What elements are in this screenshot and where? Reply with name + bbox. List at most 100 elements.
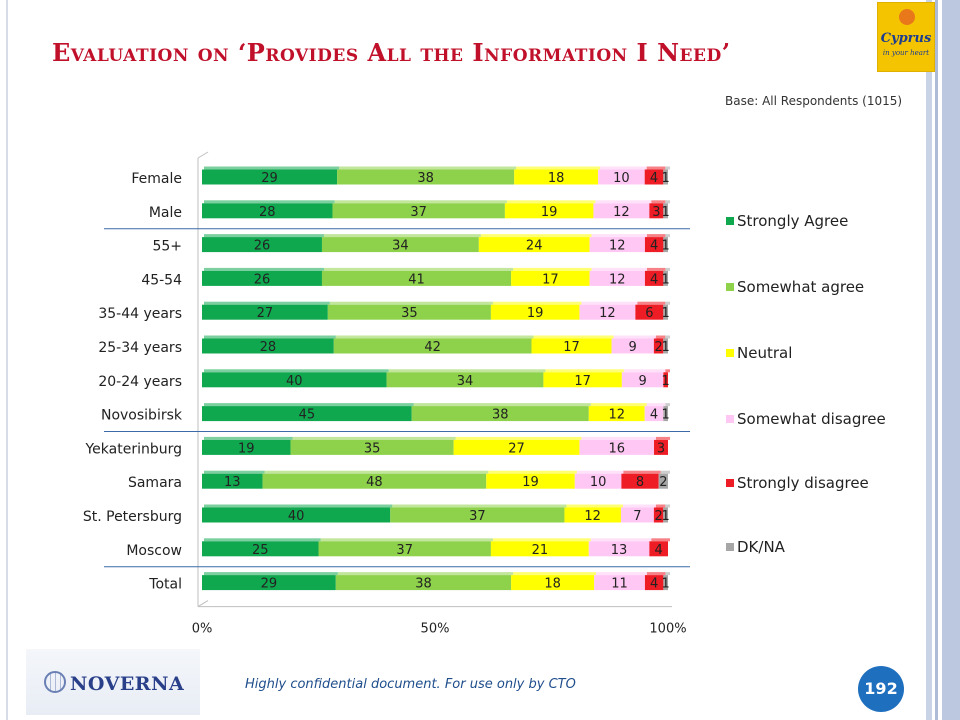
right-decorative-stripes bbox=[922, 0, 960, 720]
legend-swatch bbox=[726, 217, 734, 225]
bar-top-face bbox=[388, 369, 546, 373]
bar-top-face bbox=[545, 369, 624, 373]
bar-top-face bbox=[637, 301, 666, 305]
bar-top-face bbox=[513, 267, 592, 271]
bar-top-face bbox=[600, 166, 647, 170]
bar-45-54-neutral bbox=[511, 270, 590, 286]
bar-top-face bbox=[590, 538, 652, 542]
category-label-yekaterinburg: Yekaterinburg bbox=[84, 441, 182, 457]
bar-55-strongly-disagree bbox=[644, 237, 664, 253]
bar-25-34-years-neutral bbox=[531, 338, 612, 354]
bar-total-dk-na bbox=[663, 575, 668, 591]
data-label: 18 bbox=[548, 171, 565, 186]
bar-top-face bbox=[590, 403, 647, 407]
data-label: 35 bbox=[364, 441, 381, 456]
bar-top-face bbox=[455, 436, 582, 440]
bar-35-44-years-neutral bbox=[490, 304, 580, 320]
data-label: 29 bbox=[261, 577, 278, 592]
legend-swatch bbox=[726, 543, 734, 551]
bar-top-face bbox=[665, 166, 670, 170]
legend-label: Strongly Agree bbox=[737, 212, 849, 230]
bar-female-strongly-disagree bbox=[644, 169, 664, 185]
bar-samara-strongly-agree bbox=[202, 473, 263, 489]
logo-tagline: in your heart bbox=[882, 49, 930, 57]
bar-top-face bbox=[204, 234, 324, 238]
category-label-female: Female bbox=[131, 171, 182, 187]
bar-top-face bbox=[320, 538, 493, 542]
bar-top-face bbox=[506, 200, 596, 204]
legend-label: Strongly disagree bbox=[737, 474, 869, 492]
bar-novosibirsk-somewhat-agree bbox=[411, 406, 589, 422]
bar-45-54-somewhat-disagree bbox=[589, 270, 645, 286]
category-label-20-24-years: 20-24 years bbox=[98, 374, 182, 390]
bar-top-face bbox=[596, 572, 647, 576]
bar-total-somewhat-agree bbox=[335, 575, 512, 591]
data-label: 1 bbox=[662, 577, 670, 592]
category-label-35-44-years: 35-44 years bbox=[98, 306, 182, 322]
legend-label: DK/NA bbox=[737, 538, 785, 556]
bar-45-54-dk-na bbox=[663, 270, 668, 286]
data-label: 4 bbox=[650, 272, 658, 287]
chart-back-wall-top bbox=[197, 151, 209, 159]
data-label: 40 bbox=[288, 509, 305, 524]
company-logo-text: NOVERNA bbox=[70, 673, 185, 695]
bar-top-face bbox=[576, 470, 624, 474]
data-label: 4 bbox=[650, 171, 658, 186]
bar-25-34-years-strongly-agree bbox=[202, 338, 334, 354]
slide-title: Evaluation on ‘Provides All the Informat… bbox=[52, 38, 731, 67]
data-label: 27 bbox=[257, 306, 274, 321]
data-label: 26 bbox=[254, 272, 271, 287]
data-label: 12 bbox=[599, 306, 616, 321]
category-label-moscow: Moscow bbox=[126, 543, 182, 559]
data-label: 40 bbox=[286, 374, 303, 389]
data-label: 1 bbox=[662, 171, 670, 186]
bar-45-54-strongly-agree bbox=[202, 270, 322, 286]
bar-top-face bbox=[665, 267, 670, 271]
bar-total-strongly-disagree bbox=[644, 575, 664, 591]
globe-icon bbox=[44, 671, 66, 693]
bar-top-face bbox=[660, 470, 670, 474]
data-label: 26 bbox=[254, 239, 271, 254]
data-label: 38 bbox=[492, 408, 509, 423]
bar-top-face bbox=[413, 403, 591, 407]
bar-45-54-somewhat-agree bbox=[321, 270, 512, 286]
bar-top-face bbox=[204, 369, 389, 373]
data-label: 12 bbox=[609, 239, 626, 254]
logo-wordmark: Cyprus bbox=[880, 31, 932, 46]
bar-top-face bbox=[646, 572, 666, 576]
data-label: 1 bbox=[662, 239, 670, 254]
bar-st-petersburg-neutral bbox=[564, 507, 621, 523]
x-tick-label: 0% bbox=[192, 622, 213, 637]
data-label: 2 bbox=[654, 340, 662, 355]
data-label: 25 bbox=[252, 543, 269, 558]
data-label: 28 bbox=[259, 205, 276, 220]
bar-top-face bbox=[622, 504, 656, 508]
bar-top-face bbox=[581, 301, 638, 305]
bar-moscow-neutral bbox=[490, 541, 589, 557]
bar-novosibirsk-somewhat-disagree bbox=[644, 406, 664, 422]
category-label-novosibirsk: Novosibirsk bbox=[101, 408, 183, 424]
bar-top-face bbox=[480, 234, 592, 238]
bar-male-neutral bbox=[504, 203, 594, 219]
legend-swatch bbox=[726, 479, 734, 487]
data-label: 24 bbox=[526, 239, 543, 254]
bar-55-neutral bbox=[478, 237, 590, 253]
data-label: 29 bbox=[261, 171, 278, 186]
category-label-25-34-years: 25-34 years bbox=[98, 340, 182, 356]
data-label: 11 bbox=[611, 577, 628, 592]
bar-top-face bbox=[492, 538, 591, 542]
bar-55-somewhat-agree bbox=[321, 237, 479, 253]
bar-top-face bbox=[204, 470, 265, 474]
data-label: 1 bbox=[662, 340, 670, 355]
bar-top-face bbox=[513, 572, 597, 576]
data-label: 9 bbox=[629, 340, 637, 355]
bar-top-face bbox=[566, 504, 623, 508]
data-label: 17 bbox=[563, 340, 580, 355]
data-label: 2 bbox=[659, 475, 667, 490]
bar-top-face bbox=[651, 200, 666, 204]
category-label-55: 55+ bbox=[152, 239, 182, 255]
category-label-45-54: 45-54 bbox=[141, 272, 182, 288]
bar-top-face bbox=[204, 572, 338, 576]
bar-25-34-years-somewhat-disagree bbox=[611, 338, 654, 354]
bar-20-24-years-somewhat-disagree bbox=[621, 372, 664, 388]
